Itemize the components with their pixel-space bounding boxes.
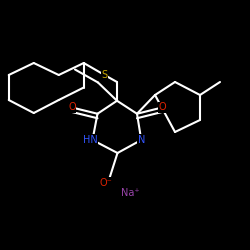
Text: HN: HN: [82, 135, 98, 145]
Text: Na⁺: Na⁺: [121, 188, 139, 198]
Text: O: O: [68, 102, 76, 113]
Text: N: N: [138, 135, 145, 145]
Text: S: S: [102, 70, 107, 80]
Text: O: O: [158, 102, 166, 113]
Text: O⁻: O⁻: [100, 178, 112, 188]
